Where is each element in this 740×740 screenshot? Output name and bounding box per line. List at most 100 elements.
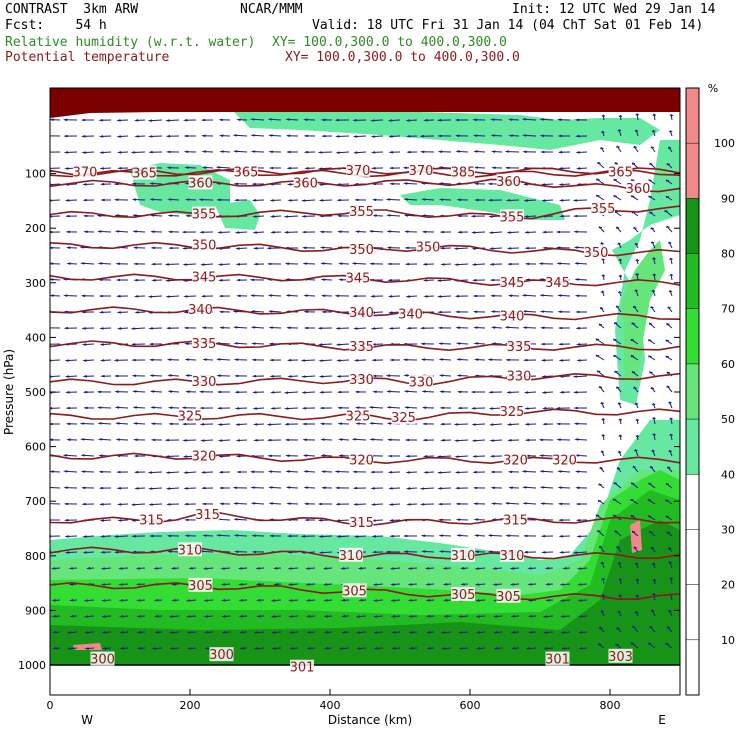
- theta-label-365-3: 365: [608, 166, 633, 181]
- colorbar-label-40: 40: [721, 468, 735, 481]
- theta-label-350-3: 350: [584, 246, 609, 261]
- y-tick-label-500: 500: [25, 386, 46, 399]
- y-tick-label-1000: 1000: [18, 659, 46, 672]
- colorbar-band-0: [686, 88, 699, 144]
- x-tick-label-600: 600: [460, 699, 481, 712]
- theta-label-355-2: 355: [500, 210, 525, 225]
- theta-label-320-0: 320: [192, 449, 217, 464]
- theta-label-301-0: 301: [545, 653, 570, 668]
- west-label: W: [81, 713, 93, 727]
- colorbar-band-6: [686, 419, 699, 475]
- theta-label-310-1: 310: [339, 549, 364, 564]
- theta-label-320-3: 320: [552, 453, 577, 468]
- x-tick-label-200: 200: [180, 699, 201, 712]
- y-tick-label-400: 400: [25, 331, 46, 344]
- y-tick-label-600: 600: [25, 441, 46, 454]
- theta-label-330-0: 330: [192, 375, 217, 390]
- colorbar-label-30: 30: [721, 523, 735, 536]
- x-axis-title: Distance (km): [328, 713, 412, 727]
- y-tick-label-700: 700: [25, 495, 46, 508]
- theta-label-300-0: 300: [90, 653, 115, 668]
- y-axis-title: Pressure (hPa): [2, 349, 16, 435]
- colorbar-label-10: 10: [721, 634, 735, 647]
- theta-label-330-1: 330: [349, 373, 374, 388]
- colorbar-label-100: 100: [714, 137, 735, 150]
- colorbar-label-70: 70: [721, 303, 735, 316]
- header-theta-xy: XY= 100.0,300.0 to 400.0,300.0: [285, 50, 520, 65]
- theta-label-300-1: 300: [209, 648, 234, 663]
- rh-region-3: [50, 490, 680, 665]
- header-rh-title: Relative humidity (w.r.t. water): [5, 35, 256, 50]
- colorbar-label-50: 50: [721, 413, 735, 426]
- theta-label-350-0: 350: [192, 239, 217, 254]
- theta-label-305-3: 305: [496, 590, 521, 605]
- theta-label-340-0: 340: [188, 303, 213, 318]
- colorbar-band-5: [686, 363, 699, 420]
- rh-region-11: [630, 520, 642, 553]
- theta-label-335-2: 335: [507, 340, 532, 355]
- theta-label-340-2: 340: [398, 307, 423, 322]
- theta-label-305-1: 305: [342, 584, 367, 599]
- theta-label-355-1: 355: [349, 205, 374, 220]
- y-tick-label-200: 200: [25, 222, 46, 235]
- theta-label-330-2: 330: [409, 376, 434, 391]
- rh-region-12: [73, 643, 102, 650]
- theta-label-345-2: 345: [500, 276, 525, 291]
- theta-label-320-1: 320: [349, 453, 374, 468]
- colorbar-label-60: 60: [721, 358, 735, 371]
- theta-label-320-2: 320: [503, 453, 528, 468]
- header-line2-left: Fcst: 54 h: [5, 18, 107, 33]
- colorbar-band-2: [686, 198, 699, 254]
- colorbar-label-80: 80: [721, 248, 735, 261]
- colorbar-unit: %: [708, 82, 718, 95]
- theta-label-315-3: 315: [503, 513, 528, 528]
- header-rh-xy: XY= 100.0,300.0 to 400.0,300.0: [272, 35, 507, 50]
- below-ground: [50, 665, 680, 695]
- header-line2-right: Valid: 18 UTC Fri 31 Jan 14 (04 ChT Sat …: [312, 18, 704, 33]
- rh-region-10: [230, 108, 660, 150]
- colorbar-band-9: [686, 584, 699, 640]
- theta-label-360-0: 360: [188, 176, 213, 191]
- theta-label-345-0: 345: [192, 270, 217, 285]
- colorbar-band-4: [686, 308, 699, 364]
- theta-label-365-0: 365: [132, 167, 157, 182]
- colorbar-band-1: [686, 143, 699, 199]
- stratosphere-edge: [50, 108, 680, 118]
- theta-label-355-0: 355: [192, 208, 217, 223]
- y-tick-label-900: 900: [25, 604, 46, 617]
- theta-label-340-3: 340: [500, 310, 525, 325]
- colorbar-band-7: [686, 474, 699, 530]
- theta-label-325-3: 325: [500, 405, 525, 420]
- theta-label-355-3: 355: [591, 202, 616, 217]
- theta-label-370-2: 370: [409, 164, 434, 179]
- theta-label-305-0: 305: [188, 579, 213, 594]
- theta-label-360-2: 360: [496, 175, 521, 190]
- y-tick-label-300: 300: [25, 277, 46, 290]
- east-label: E: [658, 713, 666, 727]
- theta-label-340-1: 340: [349, 306, 374, 321]
- theta-label-370-0: 370: [73, 166, 98, 181]
- theta-label-325-2: 325: [391, 411, 416, 426]
- theta-label-360-3: 360: [626, 182, 651, 197]
- theta-label-315-1: 315: [195, 508, 220, 523]
- theta-label-335-1: 335: [349, 340, 374, 355]
- theta-label-330-3: 330: [507, 370, 532, 385]
- colorbar-band-3: [686, 253, 699, 309]
- rh-region-8: [215, 200, 260, 230]
- theta-label-385-0: 385: [451, 166, 476, 181]
- theta-label-310-3: 310: [500, 549, 525, 564]
- theta-label-325-1: 325: [346, 410, 371, 425]
- theta-label-303-0: 303: [608, 650, 633, 665]
- theta-label-305-2: 305: [451, 588, 476, 603]
- theta-label-315-0: 315: [139, 513, 164, 528]
- rh-region-4: [50, 520, 680, 665]
- theta-label-360-1: 360: [293, 176, 318, 191]
- x-tick-label-800: 800: [600, 699, 621, 712]
- stratosphere-band: [50, 88, 680, 112]
- theta-label-370-1: 370: [346, 164, 371, 179]
- theta-label-310-2: 310: [451, 549, 476, 564]
- header-line1-left: CONTRAST 3km ARW: [5, 2, 139, 17]
- theta-label-350-2: 350: [416, 240, 441, 255]
- theta-line-360: [50, 178, 680, 193]
